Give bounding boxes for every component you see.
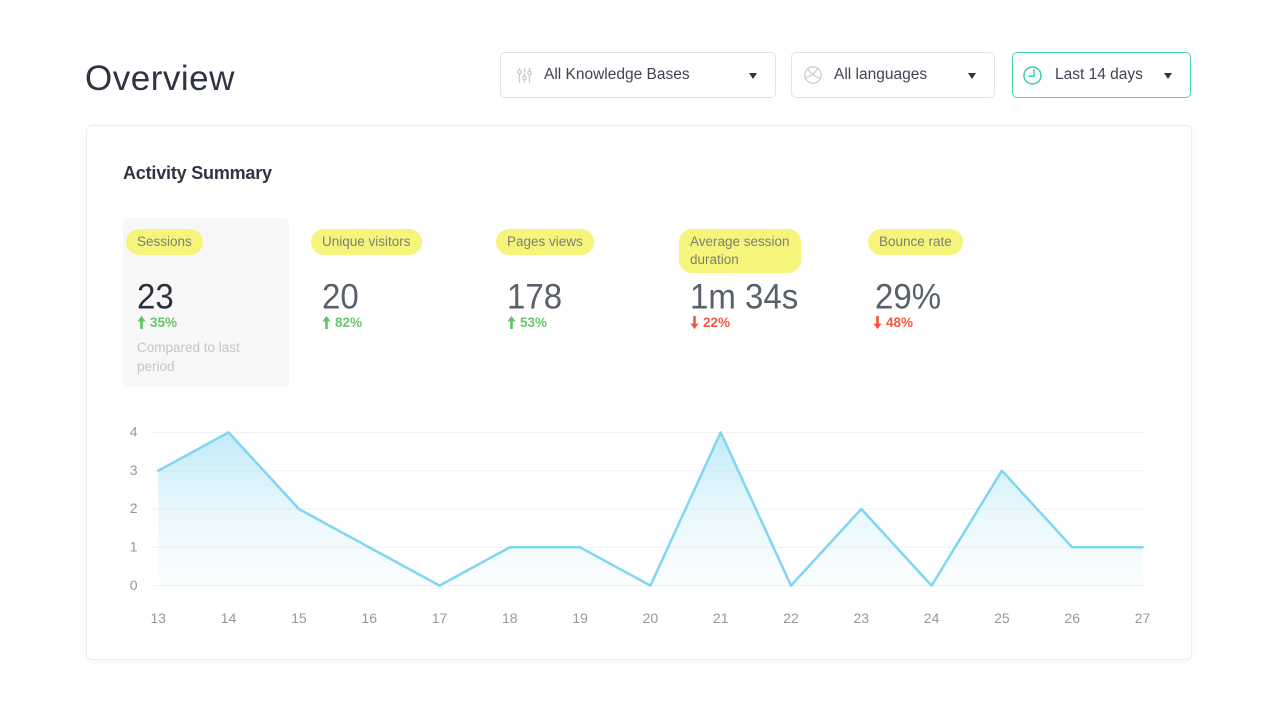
svg-text:18: 18 [502, 610, 518, 626]
svg-text:17: 17 [432, 610, 448, 626]
svg-text:21: 21 [713, 610, 729, 626]
svg-text:2: 2 [130, 500, 138, 516]
svg-text:16: 16 [361, 610, 377, 626]
svg-text:4: 4 [130, 424, 138, 440]
svg-text:26: 26 [1064, 610, 1080, 626]
svg-text:14: 14 [221, 610, 237, 626]
svg-text:22: 22 [783, 610, 799, 626]
svg-text:0: 0 [130, 577, 138, 593]
svg-text:24: 24 [924, 610, 940, 626]
svg-text:23: 23 [854, 610, 870, 626]
svg-text:27: 27 [1135, 610, 1151, 626]
svg-text:13: 13 [151, 610, 167, 626]
svg-text:20: 20 [643, 610, 659, 626]
svg-text:1: 1 [130, 539, 138, 555]
svg-text:19: 19 [572, 610, 588, 626]
svg-text:15: 15 [291, 610, 307, 626]
svg-text:25: 25 [994, 610, 1010, 626]
svg-text:3: 3 [130, 462, 138, 478]
